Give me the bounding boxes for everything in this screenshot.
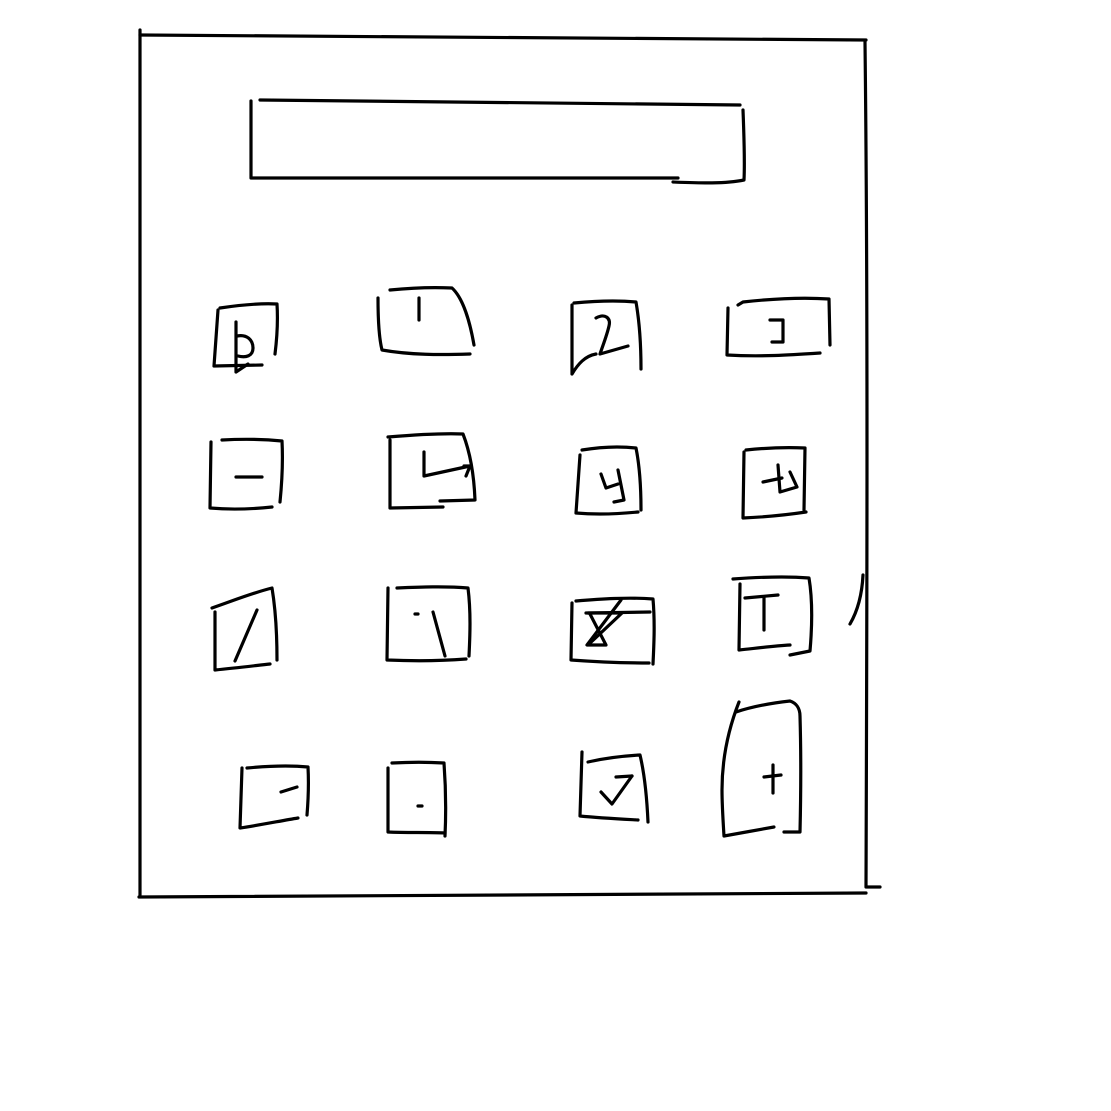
calc-key-r3-c2[interactable] (385, 585, 472, 663)
calculator-body (137, 28, 882, 899)
calc-key-r4-c4[interactable] (720, 699, 803, 838)
bracket-glyph-icon (768, 318, 785, 344)
calc-key-r1-c3[interactable] (570, 299, 643, 376)
scribbled-glyph-icon (584, 598, 652, 647)
scribbled-glyph-icon (413, 610, 447, 658)
calc-key-r1-c2[interactable] (376, 286, 476, 357)
calc-key-r2-c2[interactable] (386, 432, 477, 510)
calc-key-r2-c1[interactable] (208, 437, 284, 511)
scribbled-glyph-icon (234, 320, 255, 374)
display-screen (249, 98, 747, 185)
calc-key-r3-c3[interactable] (569, 596, 656, 666)
calc-key-r1-c1[interactable] (212, 302, 279, 374)
calc-key-r3-c1[interactable] (210, 586, 279, 672)
check-glyph-icon (599, 774, 634, 806)
plus-glyph-icon (762, 763, 783, 795)
scribbled-glyph-icon (761, 463, 799, 494)
scribbled-glyph-icon (594, 314, 630, 356)
scribbled-glyph-icon (743, 593, 780, 632)
calc-key-r3-c4[interactable] (731, 575, 814, 657)
calc-key-r4-c1[interactable] (238, 764, 311, 830)
calc-key-r4-c3[interactable] (578, 750, 650, 824)
dash-stroke-icon (279, 785, 299, 794)
scribbled-glyph-icon (599, 468, 626, 504)
calc-key-r2-c4[interactable] (741, 446, 808, 520)
slash-stroke-icon (233, 608, 259, 663)
scribbled-glyph-icon (422, 450, 472, 478)
calc-key-r1-c4[interactable] (725, 296, 832, 358)
calc-key-r4-c2[interactable] (386, 760, 448, 838)
calc-key-r2-c3[interactable] (574, 445, 643, 516)
